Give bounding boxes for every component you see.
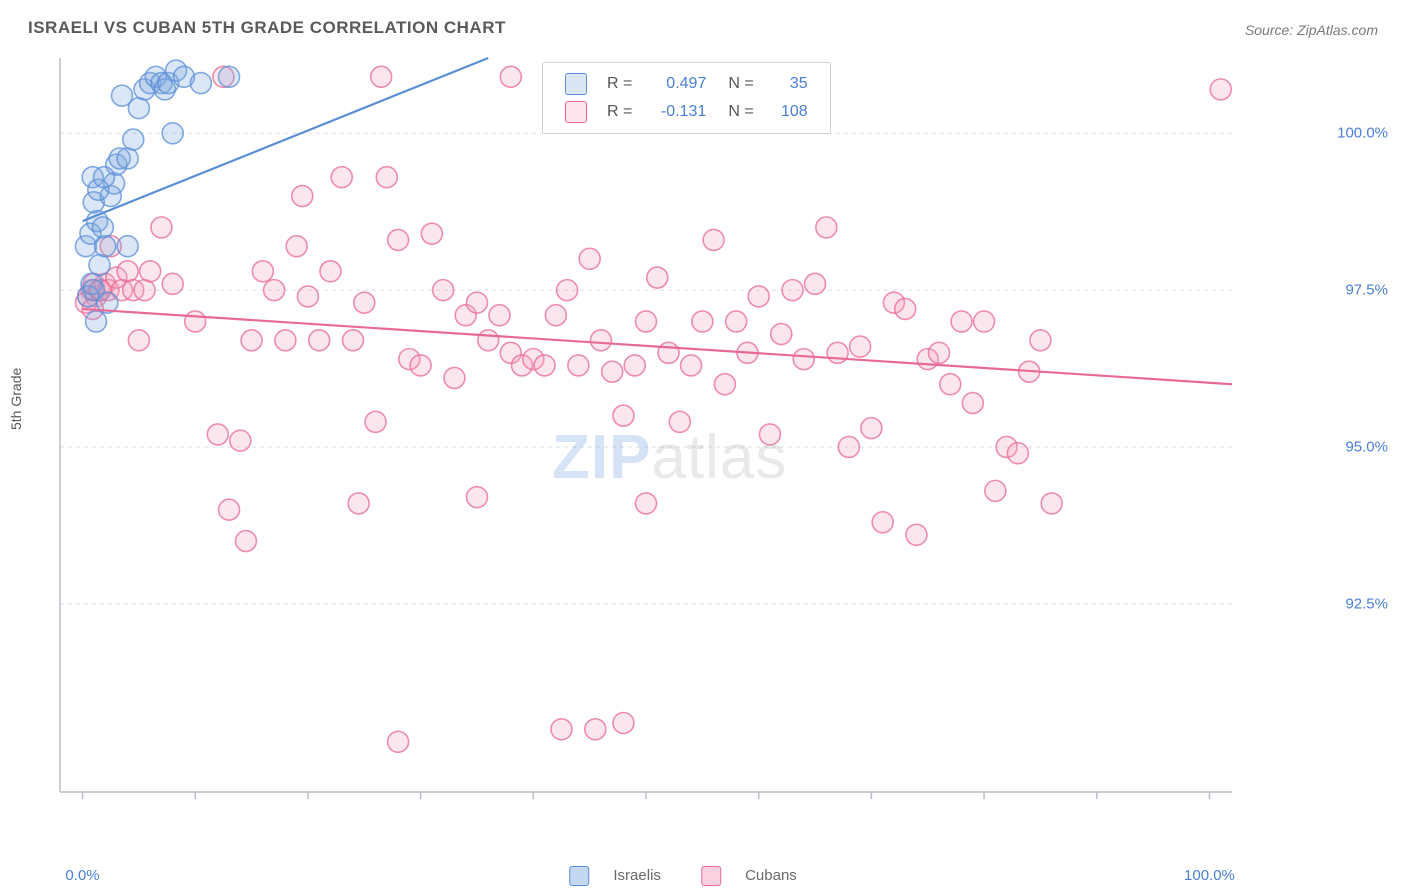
n-value: 108: [762, 99, 814, 125]
series-legend: Israelis Cubans: [569, 866, 837, 886]
y-tick-label: 92.5%: [1345, 595, 1388, 612]
series-swatch: [565, 73, 587, 95]
r-value: 0.497: [640, 71, 712, 97]
y-tick-label: 97.5%: [1345, 282, 1388, 299]
scatter-plot: ZIPatlas R =0.497N =35R =-0.131N =108: [52, 52, 1320, 822]
stats-row: R =-0.131N =108: [559, 99, 814, 125]
legend-label: Israelis: [613, 867, 661, 884]
chart-canvas: [52, 52, 1320, 822]
x-tick-label: 0.0%: [65, 867, 99, 884]
legend-swatch: [569, 866, 589, 886]
y-axis-label: 5th Grade: [8, 368, 24, 430]
y-tick-label: 100.0%: [1337, 125, 1388, 142]
chart-title: ISRAELI VS CUBAN 5TH GRADE CORRELATION C…: [28, 18, 506, 38]
r-value: -0.131: [640, 99, 712, 125]
correlation-stats-box: R =0.497N =35R =-0.131N =108: [542, 62, 831, 134]
n-label: N =: [714, 99, 759, 125]
x-tick-label: 100.0%: [1184, 867, 1235, 884]
series-swatch: [565, 101, 587, 123]
r-label: R =: [601, 99, 638, 125]
r-label: R =: [601, 71, 638, 97]
n-label: N =: [714, 71, 759, 97]
legend-swatch: [701, 866, 721, 886]
y-tick-label: 95.0%: [1345, 438, 1388, 455]
stats-row: R =0.497N =35: [559, 71, 814, 97]
legend-item: Cubans: [701, 867, 817, 884]
n-value: 35: [762, 71, 814, 97]
legend-item: Israelis: [569, 867, 681, 884]
legend-label: Cubans: [745, 867, 797, 884]
source-label: Source: ZipAtlas.com: [1245, 22, 1378, 38]
